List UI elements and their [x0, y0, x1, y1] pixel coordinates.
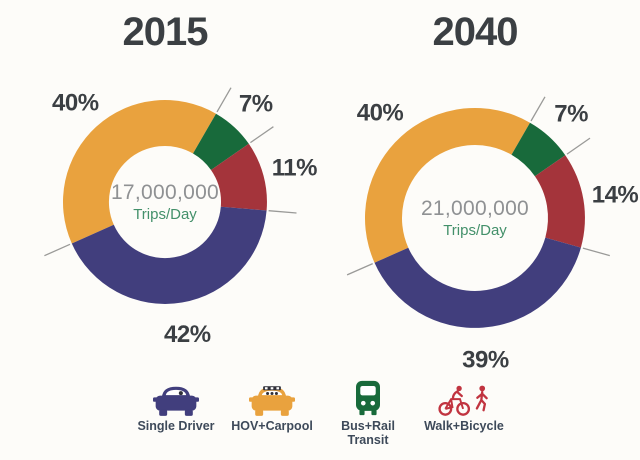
- segment-leader-line: [44, 243, 71, 257]
- legend-item-single-driver: Single Driver: [131, 378, 221, 447]
- donut-chart-2015: 2015 40% 7% 11% 42% 17,000,000 Trips/Day: [10, 8, 320, 378]
- legend-label: Single Driver: [137, 419, 215, 433]
- segment-leader-line: [582, 247, 610, 257]
- donut-chart-2040: 2040 40% 7% 14% 39% 21,000,000 Trips/Day: [320, 8, 639, 378]
- donut-segment-bus-rail-transit: [511, 122, 566, 177]
- donut-segment-single-driver: [374, 237, 581, 328]
- segment-percent-label: 39%: [462, 347, 509, 374]
- donut-svg-2015: 40% 7% 11% 42%: [44, 87, 318, 348]
- chart-title-2040: 2040: [432, 10, 519, 54]
- donut-segment-single-driver: [71, 206, 267, 304]
- donut-svg-2040: 40% 7% 14% 39%: [346, 96, 639, 374]
- segment-leader-line: [346, 263, 373, 276]
- segment-percent-label: 40%: [357, 100, 404, 127]
- segment-percent-label: 7%: [239, 90, 273, 117]
- segment-leader-line: [216, 87, 232, 113]
- segment-leader-line: [268, 210, 297, 214]
- charts-row: 2015 40% 7% 11% 42% 17,000,000 Trips/Day 20…: [10, 8, 639, 378]
- donut-box-2040: 40% 7% 14% 39% 21,000,000 Trips/Day: [320, 56, 639, 378]
- walk-bicycle-icon: [436, 378, 492, 416]
- legend-item-bus-rail-transit: Bus+Rail Transit: [323, 378, 413, 447]
- segment-percent-label: 11%: [272, 154, 317, 181]
- donut-box-2015: 40% 7% 11% 42% 17,000,000 Trips/Day: [10, 56, 320, 378]
- donut-segment-hov-carpool: [62, 100, 217, 244]
- segment-percent-label: 40%: [52, 89, 99, 116]
- segment-percent-label: 42%: [164, 321, 211, 348]
- legend-item-hov-carpool: HOV+Carpool: [227, 378, 317, 447]
- segment-leader-line: [250, 126, 274, 144]
- legend-label: Bus+Rail Transit: [341, 419, 395, 447]
- donut-segment-walk-bicycle: [211, 143, 267, 211]
- bus-icon: [353, 378, 383, 416]
- car-icon: [153, 378, 199, 416]
- legend-label: HOV+Carpool: [231, 419, 313, 433]
- segment-leader-line: [530, 96, 546, 122]
- legend-label: Walk+Bicycle: [424, 419, 504, 433]
- donut-segment-walk-bicycle: [534, 155, 585, 248]
- chart-title-2015: 2015: [122, 10, 209, 54]
- segment-leader-line: [566, 137, 591, 155]
- legend: Single Driver: [0, 378, 640, 447]
- legend-item-walk-bicycle: Walk+Bicycle: [419, 378, 509, 447]
- segment-percent-label: 14%: [592, 181, 639, 208]
- mode-share-infographic: 2015 40% 7% 11% 42% 17,000,000 Trips/Day 20…: [0, 8, 640, 447]
- segment-percent-label: 7%: [554, 101, 588, 128]
- donut-segment-hov-carpool: [364, 107, 530, 263]
- donut-segment-bus-rail-transit: [193, 113, 249, 170]
- taxi-icon: [249, 378, 295, 416]
